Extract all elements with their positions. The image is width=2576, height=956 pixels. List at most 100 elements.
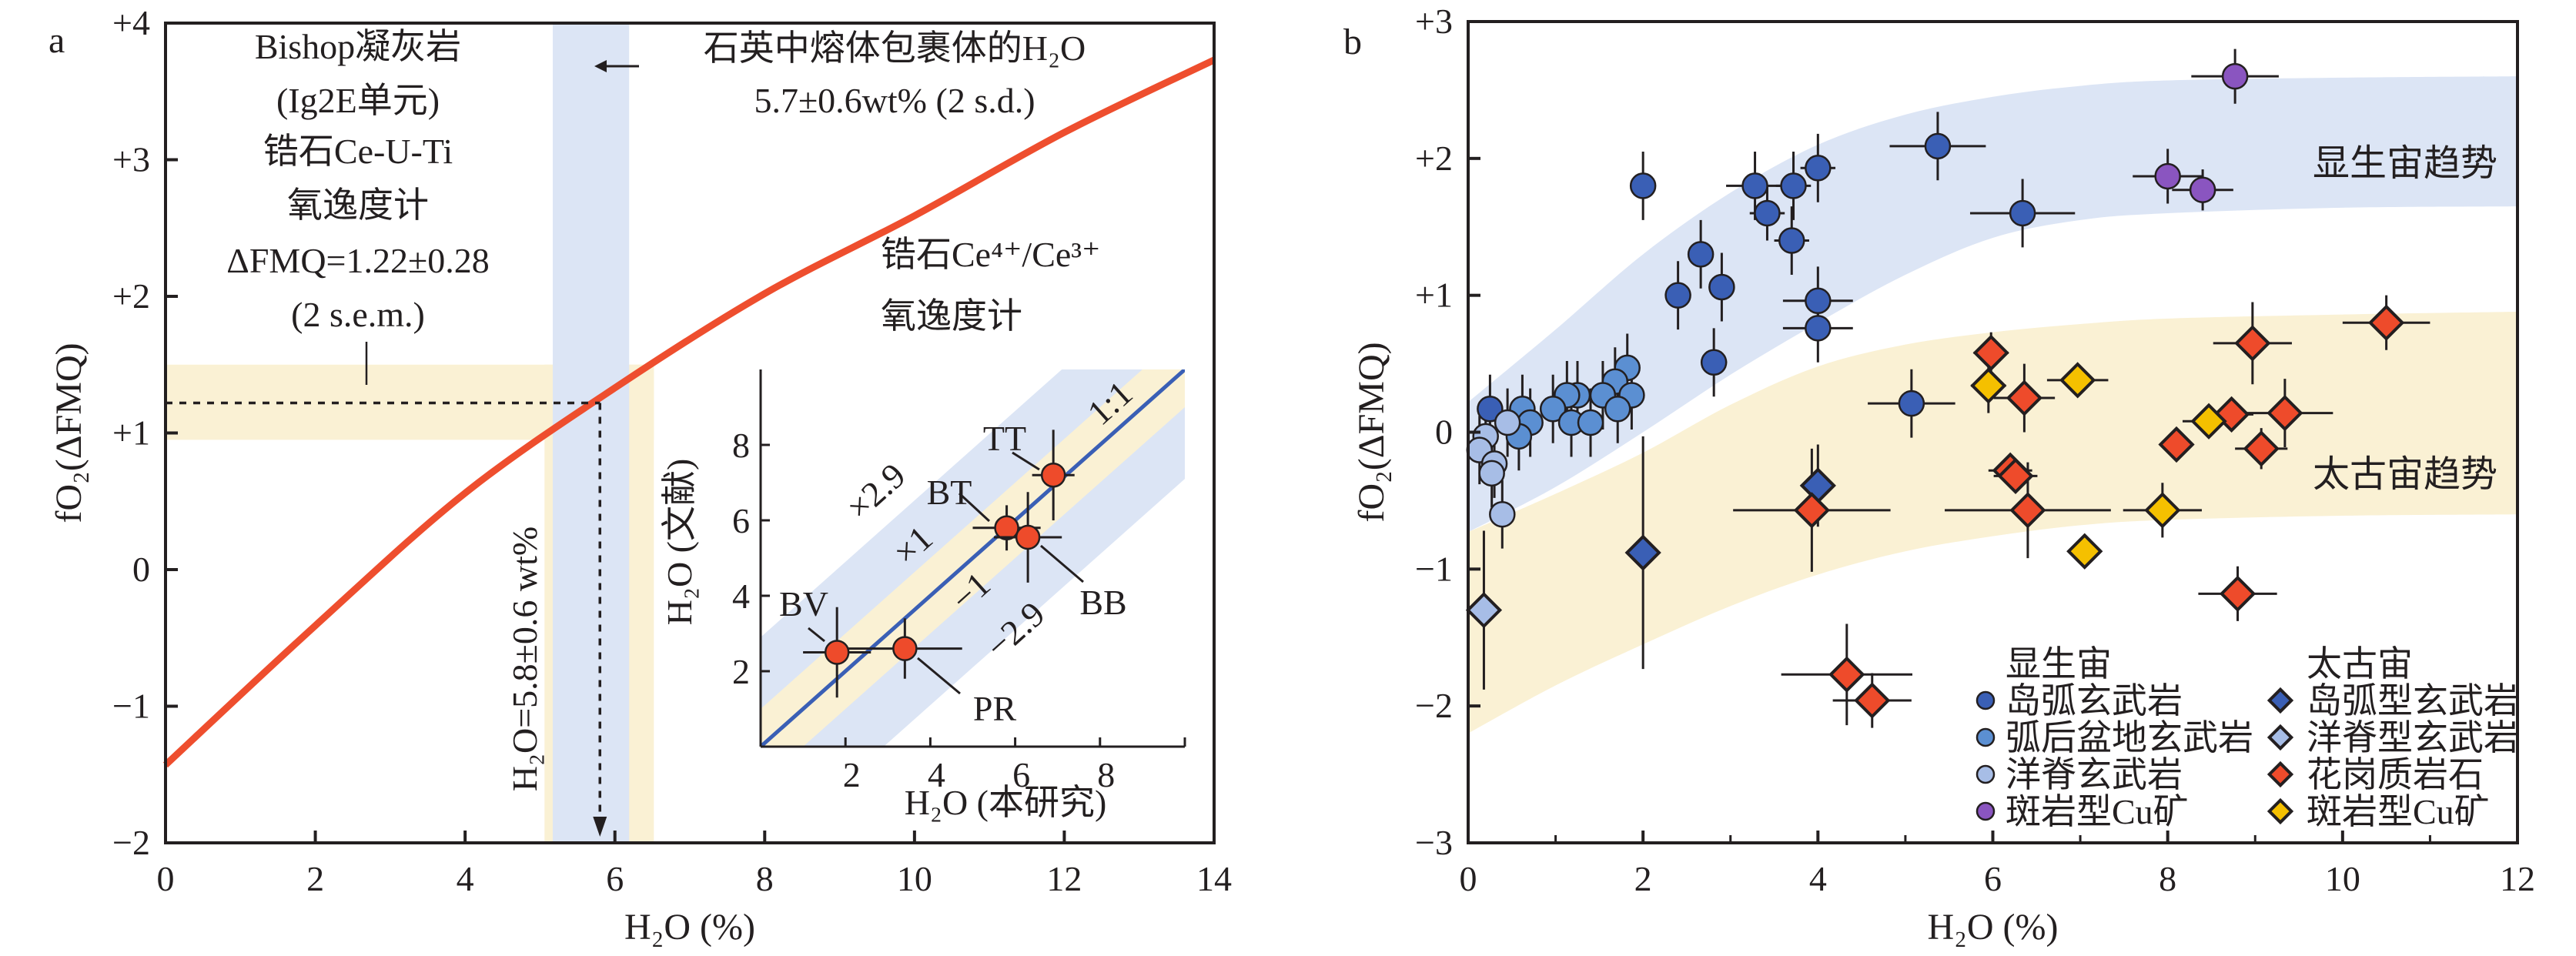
inset-data-point [892,636,918,661]
data-point [1793,492,1831,529]
data-point [2190,403,2227,440]
y-tick-label: 0 [132,550,150,589]
data-point [2243,430,2280,467]
inset-x-tick-label: 8 [1097,755,1115,794]
x-tick-label: 12 [1046,859,1082,898]
inset-leader-line [1012,451,1040,471]
data-point [2009,492,2046,529]
legend-entry: 岛弧玄武岩 [2006,681,2183,720]
arrow-down-icon [593,817,607,837]
inset-y-tick-label: 8 [732,426,750,465]
y-tick-label: −2 [1415,686,1453,725]
oxybarometer-annotation: 氧逸度计 [881,296,1022,336]
data-point [1494,409,1521,436]
data-point [1465,592,1503,629]
x-axis-label: H₂O (%) [1927,907,2058,948]
phanerozoic-trend-label: 显生宙趋势 [2313,143,2497,184]
inset-leader-line [917,657,961,695]
data-point [1478,460,1505,487]
y-tick-label: −1 [1415,549,1453,588]
panel-b-label: b [1343,22,1362,62]
trend-band [1468,312,2517,734]
legend-group-title: 太古宙 [2307,644,2413,684]
inset-point-label: PR [973,689,1017,728]
bishop-annotation-line: 氧逸度计 [287,186,429,225]
data-point [1805,287,1832,315]
arrow-left-head-icon [594,60,607,72]
data-point [2219,575,2257,612]
x-tick-label: 6 [1984,859,2002,898]
inset-leader-line [1040,544,1084,583]
legend-group-title: 显生宙 [2006,644,2112,684]
data-point [2154,162,2181,190]
x-tick-label: 4 [1809,859,1827,898]
x-tick-label: 6 [606,859,624,898]
data-point [1898,389,1925,417]
data-point [1700,349,1728,376]
data-point [1477,396,1504,423]
x-tick-label: 0 [1460,859,1477,898]
legend-marker [1975,690,1996,710]
y-tick-label: −3 [1415,823,1453,862]
inset-data-point [1040,462,1066,488]
data-point [2189,176,2216,203]
y-tick-label: +3 [112,140,150,179]
legend-marker [2267,760,2294,788]
data-point [1604,396,1631,423]
data-point [1778,227,1805,254]
data-point [2158,426,2195,463]
archean-trend-label: 太古宙趋势 [2313,454,2497,495]
inset-x-tick-label: 6 [1012,755,1030,794]
inset-data-point [994,515,1019,541]
h2o-result-annotation: H₂O=5.8±0.6 wt% [505,526,544,791]
x-tick-label: 8 [2159,859,2176,898]
legend-marker [1975,727,1996,747]
y-tick-label: 0 [1435,413,1453,452]
inset-data-point [1015,524,1041,550]
data-point [1970,367,2007,404]
legend-entry: 斑岩型Cu矿 [2006,792,2189,831]
x-tick-label: 10 [897,859,932,898]
data-point [1629,172,1657,199]
data-point [1577,409,1604,436]
legend-marker [2267,687,2294,714]
legend-marker [1975,801,1996,821]
inset-point-label: TT [983,419,1026,458]
data-point [1972,334,2009,371]
inset-leader-line [958,492,991,523]
y-tick-label: +2 [1415,139,1453,178]
bishop-annotation-line: ΔFMQ=1.22±0.28 [226,241,489,280]
legend-entry: 洋脊型玄武岩 [2307,718,2519,757]
bishop-annotation-line: (Ig2E单元) [276,81,440,120]
legend-entry: 洋脊玄武岩 [2006,755,2183,794]
data-point [2059,362,2096,399]
data-point [2367,304,2405,341]
data-point [1854,682,1891,719]
melt-inclusion-band [552,23,630,843]
inset-y-tick-label: 6 [732,501,750,540]
data-point [1805,155,1832,182]
data-point [1780,172,1807,199]
inset-x-axis-label: H₂O (本研究) [905,783,1107,822]
data-point [2221,62,2249,90]
legend-entry: 岛弧型玄武岩 [2307,681,2519,720]
legend-entry: 斑岩型Cu矿 [2307,792,2490,831]
x-axis-label: H₂O (%) [624,907,755,948]
data-point [1708,273,1735,301]
data-point [1754,199,1781,227]
data-point [1741,172,1768,199]
one-to-one-line [761,369,1185,747]
data-point [2009,199,2036,227]
inset-y-tick-label: 4 [732,577,750,616]
x-tick-label: 12 [2500,859,2535,898]
panel-a-label: a [49,20,65,61]
inset-data-point [824,640,850,665]
inset-bands [761,369,1185,747]
x-tick-label: 8 [756,859,774,898]
y-axis-label: fO₂(ΔFMQ) [1351,342,1392,522]
legend-marker [2267,797,2294,825]
bishop-annotation-line: Bishop凝灰岩 [255,27,461,66]
legend: 显生宙岛弧玄武岩弧后盆地玄武岩洋脊玄武岩斑岩型Cu矿太古宙岛弧型玄武岩洋脊型玄武… [1975,644,2519,831]
